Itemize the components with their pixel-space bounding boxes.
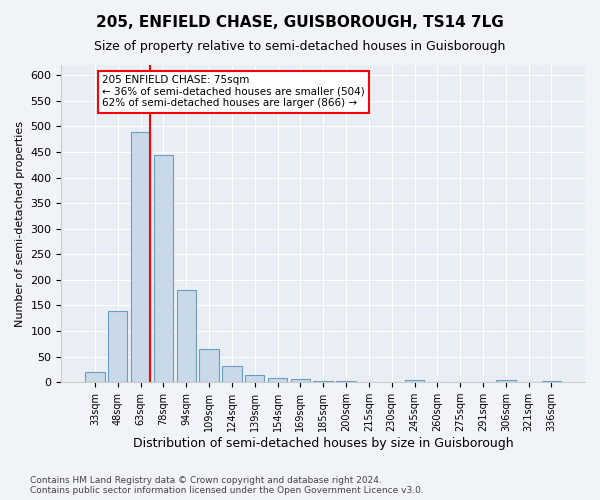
Bar [245, 375, 265, 382]
Bar [290, 378, 310, 382]
Bar [542, 380, 561, 382]
Text: 205 ENFIELD CHASE: 75sqm
← 36% of semi-detached houses are smaller (504)
62% of : 205 ENFIELD CHASE: 75sqm ← 36% of semi-d… [102, 75, 365, 108]
Bar [268, 378, 287, 382]
Bar [199, 349, 219, 382]
Bar [108, 310, 127, 382]
Bar [131, 132, 150, 382]
Bar [222, 366, 242, 382]
Text: Size of property relative to semi-detached houses in Guisborough: Size of property relative to semi-detach… [94, 40, 506, 53]
Text: Contains HM Land Registry data © Crown copyright and database right 2024.
Contai: Contains HM Land Registry data © Crown c… [30, 476, 424, 495]
Bar [313, 380, 333, 382]
Bar [154, 154, 173, 382]
Bar [85, 372, 104, 382]
Bar [337, 381, 356, 382]
Text: 205, ENFIELD CHASE, GUISBOROUGH, TS14 7LG: 205, ENFIELD CHASE, GUISBOROUGH, TS14 7L… [96, 15, 504, 30]
Bar [176, 290, 196, 382]
Bar [496, 380, 515, 382]
Bar [405, 380, 424, 382]
X-axis label: Distribution of semi-detached houses by size in Guisborough: Distribution of semi-detached houses by … [133, 437, 514, 450]
Y-axis label: Number of semi-detached properties: Number of semi-detached properties [15, 120, 25, 326]
